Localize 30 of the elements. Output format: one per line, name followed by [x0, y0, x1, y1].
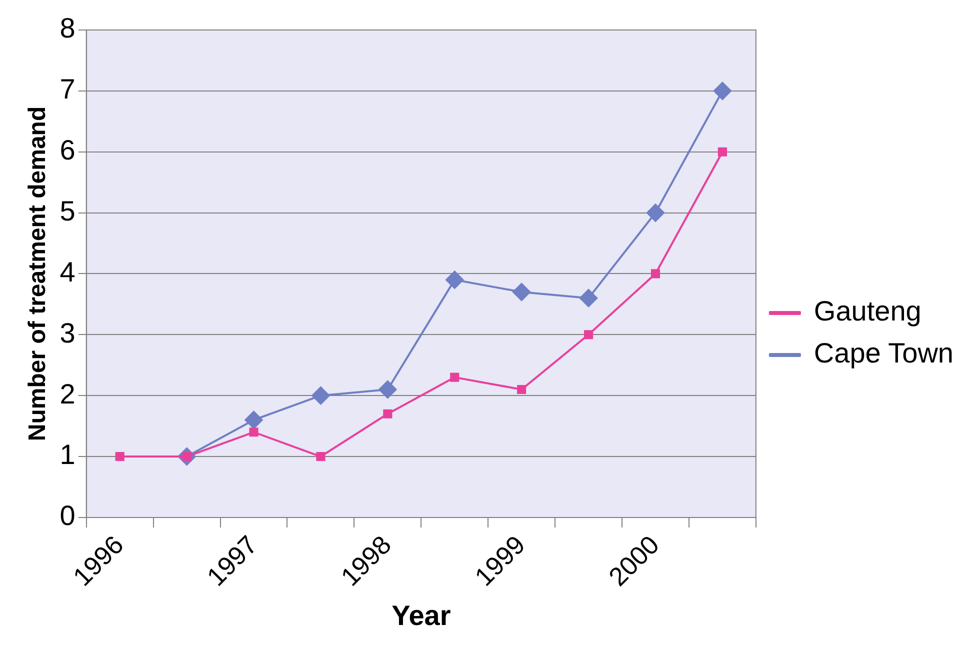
y-tick-label: 8	[60, 12, 76, 44]
y-axis-title: Number of treatment demand	[24, 106, 52, 442]
y-tick-label: 1	[60, 439, 76, 470]
point	[316, 452, 326, 462]
y-tick-label: 7	[60, 74, 76, 105]
y-tick-label: 2	[60, 378, 76, 410]
point	[249, 428, 258, 437]
y-tick-label: 5	[60, 196, 76, 227]
point	[517, 384, 526, 394]
legend-label: Gauteng	[814, 296, 922, 327]
y-tick-label: 0	[60, 500, 76, 532]
point	[312, 386, 330, 405]
y-tick-label: 3	[60, 317, 76, 348]
point	[115, 452, 124, 462]
point	[580, 289, 598, 308]
point	[650, 269, 660, 278]
point	[646, 204, 664, 222]
x-axis-title: Year	[392, 600, 451, 631]
point	[718, 147, 727, 156]
point	[383, 409, 392, 418]
y-tick-label: 4	[60, 256, 76, 288]
point	[244, 410, 263, 429]
point	[584, 330, 594, 340]
point	[378, 380, 397, 398]
y-tick-label: 6	[60, 134, 76, 166]
point	[512, 283, 531, 301]
legend-label: Cape Town	[814, 338, 954, 369]
point	[450, 372, 460, 382]
point	[446, 270, 464, 289]
point	[713, 82, 732, 100]
